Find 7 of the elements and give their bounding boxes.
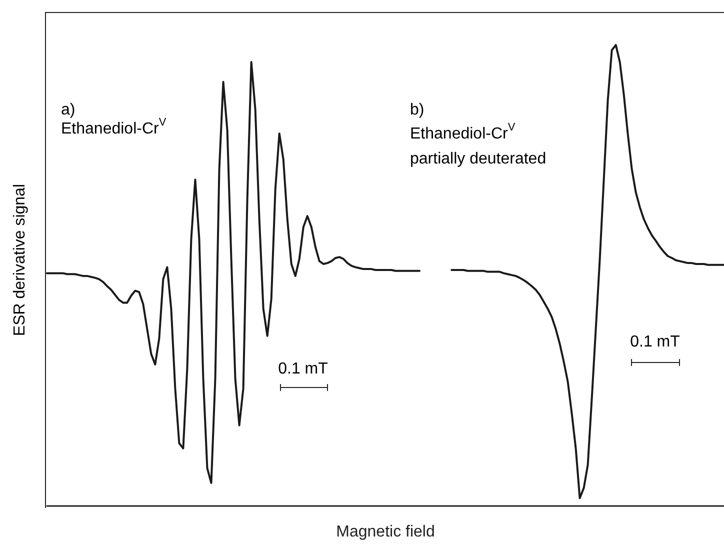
y-axis-title: ESR derivative signal bbox=[12, 184, 28, 336]
annotation: a) bbox=[61, 102, 76, 118]
annotation: 0.1 mT bbox=[630, 334, 680, 350]
annotation: partially deuterated bbox=[410, 150, 546, 168]
x-axis-title: Magnetic field bbox=[336, 524, 435, 540]
annotation: b) bbox=[410, 102, 424, 118]
annotation: 0.1 mT bbox=[278, 360, 328, 378]
